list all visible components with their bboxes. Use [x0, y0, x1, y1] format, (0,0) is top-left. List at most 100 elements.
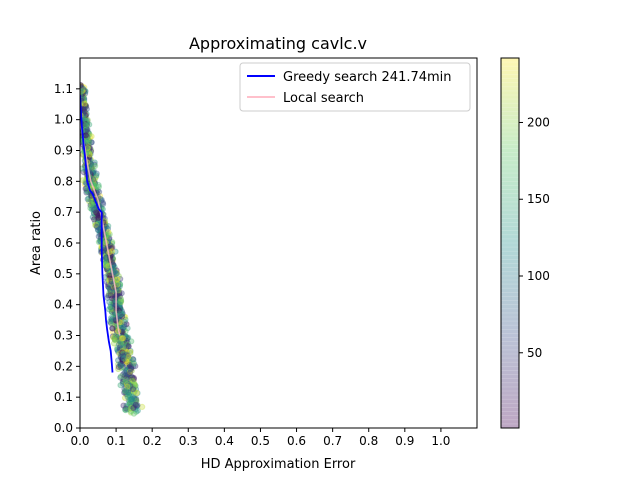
scatter-point	[125, 392, 132, 399]
scatter-point	[81, 99, 88, 106]
scatter-point	[82, 128, 90, 135]
scatter-point	[127, 366, 134, 373]
scatter-point	[105, 277, 112, 284]
scatter-point	[123, 343, 130, 350]
scatter-point	[132, 397, 140, 405]
scatter-point	[117, 362, 124, 369]
scatter-point	[109, 295, 116, 302]
scatter-point	[125, 334, 132, 341]
scatter-point	[113, 332, 120, 339]
scatter-point	[123, 337, 130, 345]
scatter-point	[131, 395, 138, 402]
scatter-point	[121, 357, 128, 364]
scatter-point	[121, 335, 128, 343]
scatter-point	[123, 362, 130, 369]
scatter-point	[122, 352, 129, 360]
scatter-point	[117, 333, 124, 340]
scatter-point	[120, 326, 128, 333]
scatter-point	[112, 248, 119, 255]
scatter-point	[82, 111, 89, 118]
scatter-point	[117, 305, 124, 312]
scatter-point	[116, 302, 123, 309]
x-tick-label: 0.0	[70, 434, 89, 448]
y-tick-label: 0.4	[54, 298, 73, 312]
scatter-point	[119, 355, 126, 362]
scatter-point	[117, 311, 124, 318]
scatter-point	[106, 285, 113, 292]
scatter-point	[132, 396, 140, 403]
scatter-point	[88, 139, 95, 146]
scatter-point	[132, 400, 139, 407]
x-tick-label: 0.5	[251, 434, 270, 448]
scatter-point	[124, 406, 131, 413]
legend-label-local: Local search	[283, 91, 364, 106]
scatter-point	[80, 87, 86, 94]
scatter-point	[85, 138, 93, 145]
scatter-point	[88, 161, 95, 168]
scatter-point	[114, 336, 122, 343]
axes-frame	[79, 57, 478, 429]
scatter-point	[127, 348, 134, 355]
scatter-point	[127, 360, 134, 367]
scatter-point	[119, 356, 126, 363]
scatter-point	[122, 346, 130, 353]
colorbar-tick-label: 50	[527, 346, 542, 360]
scatter-point	[84, 132, 92, 139]
scatter-point	[127, 405, 134, 412]
scatter-point	[125, 389, 132, 396]
scatter-point	[125, 384, 132, 391]
scatter-point	[119, 360, 126, 368]
y-tick-label: 0.0	[54, 421, 73, 435]
colorbar: 50 100 150 200	[500, 57, 550, 429]
scatter-point	[122, 357, 129, 364]
scatter-point	[85, 142, 92, 149]
scatter-point	[118, 311, 125, 318]
scatter-point	[123, 402, 130, 409]
scatter-point	[98, 196, 105, 203]
scatter-point	[127, 408, 135, 415]
scatter-point	[120, 348, 127, 355]
scatter-point	[119, 380, 126, 387]
scatter-point	[82, 120, 89, 127]
legend-label-greedy: Greedy search 241.74min	[283, 70, 452, 85]
scatter-point	[85, 136, 92, 143]
scatter-point	[123, 367, 130, 374]
series-lines-layer	[80, 94, 121, 373]
scatter-point	[117, 305, 124, 312]
scatter-point	[125, 397, 132, 404]
scatter-point	[105, 222, 112, 230]
scatter-point	[82, 112, 89, 119]
scatter-point	[81, 101, 88, 108]
scatter-point	[110, 319, 117, 326]
scatter-point	[108, 245, 115, 252]
y-tick-label: 0.9	[54, 144, 73, 158]
scatter-point	[129, 397, 136, 405]
scatter-point	[81, 95, 88, 102]
scatter-point	[94, 227, 102, 234]
scatter-point	[125, 371, 132, 378]
scatter-point	[121, 346, 129, 353]
scatter-point	[123, 349, 131, 356]
scatter-point	[118, 339, 125, 346]
scatter-point	[123, 358, 131, 365]
colorbar-frame	[500, 57, 520, 429]
scatter-point	[124, 341, 131, 348]
scatter-point	[80, 87, 85, 94]
scatter-point	[139, 403, 146, 410]
scatter-point	[93, 172, 100, 179]
scatter-point	[119, 356, 126, 363]
scatter-point	[106, 235, 113, 242]
scatter-point	[103, 258, 110, 265]
scatter-point	[99, 199, 106, 206]
scatter-point	[86, 138, 93, 146]
scatter-point	[128, 400, 135, 408]
scatter-point	[108, 287, 116, 294]
scatter-point	[83, 126, 90, 133]
scatter-point	[108, 284, 115, 291]
scatter-point	[123, 348, 130, 355]
scatter-point	[125, 366, 132, 373]
scatter-point	[128, 364, 135, 371]
scatter-point	[132, 401, 139, 408]
scatter-point	[116, 337, 123, 345]
scatter-point	[91, 177, 98, 185]
